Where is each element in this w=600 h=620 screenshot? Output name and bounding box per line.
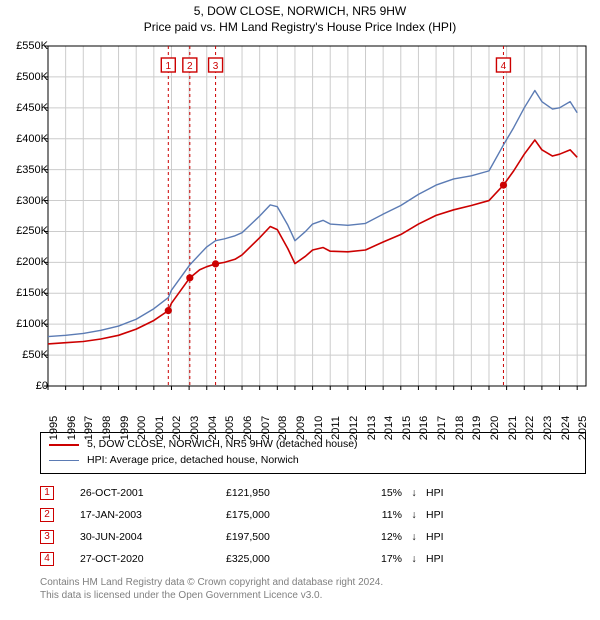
title-line1: 5, DOW CLOSE, NORWICH, NR5 9HW: [0, 4, 600, 18]
svg-text:3: 3: [213, 61, 219, 72]
sales-row: 4 27-OCT-2020 £325,000 17% ↓ HPI: [40, 548, 586, 570]
xtick-label: 1998: [101, 416, 113, 440]
sale-price: £175,000: [226, 509, 346, 521]
title-line2: Price paid vs. HM Land Registry's House …: [0, 20, 600, 34]
xtick-label: 2008: [277, 416, 289, 440]
xtick-label: 2017: [436, 416, 448, 440]
sale-pct: 12%: [352, 531, 402, 543]
ytick-labels: £0 £50K £100K £150K £200K £250K £300K £350K £400…: [0, 40, 48, 390]
ytick-label: £150K: [2, 287, 48, 299]
xtick-labels: 1995199619971998199920002001200220032004…: [0, 392, 598, 428]
attribution: Contains HM Land Registry data © Crown c…: [40, 576, 586, 603]
sale-direction-icon: ↓: [408, 509, 420, 521]
ytick-label: £550K: [2, 40, 48, 52]
sale-price: £325,000: [226, 553, 346, 565]
xtick-label: 2013: [366, 416, 378, 440]
xtick-label: 2007: [260, 416, 272, 440]
sale-vs: HPI: [426, 553, 456, 565]
sale-vs: HPI: [426, 509, 456, 521]
ytick-label: £450K: [2, 102, 48, 114]
sale-vs: HPI: [426, 531, 456, 543]
chart-container: 5, DOW CLOSE, NORWICH, NR5 9HW Price pai…: [0, 0, 600, 620]
xtick-label: 2020: [489, 416, 501, 440]
xtick-label: 2009: [295, 416, 307, 440]
xtick-label: 2015: [401, 416, 413, 440]
ytick-label: £50K: [2, 349, 48, 361]
sale-marker-box: 3: [40, 530, 54, 544]
ytick-label: £0: [2, 380, 48, 392]
sales-table: 1 26-OCT-2001 £121,950 15% ↓ HPI 2 17-JAN-2003 £…: [40, 482, 586, 570]
xtick-label: 2004: [207, 416, 219, 440]
ytick-label: £300K: [2, 195, 48, 207]
xtick-label: 1997: [83, 416, 95, 440]
xtick-label: 2000: [136, 416, 148, 440]
ytick-label: £200K: [2, 256, 48, 268]
xtick-label: 2014: [383, 416, 395, 440]
sale-direction-icon: ↓: [408, 531, 420, 543]
xtick-label: 2019: [471, 416, 483, 440]
legend-swatch-1: [49, 444, 79, 446]
legend-label-2: HPI: Average price, detached house, Norw…: [87, 453, 299, 469]
sale-direction-icon: ↓: [408, 553, 420, 565]
xtick-label: 2023: [542, 416, 554, 440]
chart-svg: 1 2 3 4: [0, 40, 598, 390]
svg-text:4: 4: [501, 61, 507, 72]
svg-text:1: 1: [166, 61, 172, 72]
xtick-label: 2016: [418, 416, 430, 440]
xtick-label: 1999: [119, 416, 131, 440]
xtick-label: 2018: [454, 416, 466, 440]
xtick-label: 2005: [224, 416, 236, 440]
sale-marker-box: 4: [40, 552, 54, 566]
xtick-label: 1996: [66, 416, 78, 440]
xtick-label: 2024: [560, 416, 572, 440]
title-block: 5, DOW CLOSE, NORWICH, NR5 9HW Price pai…: [0, 0, 600, 34]
ytick-label: £100K: [2, 318, 48, 330]
xtick-label: 2021: [507, 416, 519, 440]
xtick-label: 2002: [171, 416, 183, 440]
xtick-label: 2003: [189, 416, 201, 440]
ytick-label: £500K: [2, 71, 48, 83]
sale-direction-icon: ↓: [408, 487, 420, 499]
xtick-label: 2025: [577, 416, 589, 440]
attribution-line1: Contains HM Land Registry data © Crown c…: [40, 576, 586, 590]
sales-row: 3 30-JUN-2004 £197,500 12% ↓ HPI: [40, 526, 586, 548]
xtick-label: 2012: [348, 416, 360, 440]
sale-date: 27-OCT-2020: [60, 553, 220, 565]
xtick-label: 2011: [330, 416, 342, 440]
xtick-label: 2001: [154, 416, 166, 440]
sale-pct: 11%: [352, 509, 402, 521]
sale-pct: 15%: [352, 487, 402, 499]
ytick-label: £400K: [2, 133, 48, 145]
sale-pct: 17%: [352, 553, 402, 565]
xtick-label: 2010: [313, 416, 325, 440]
chart-area: 1 2 3 4 £0 £50K £100K £150K £200K £250K £300K £350…: [0, 40, 598, 426]
sales-row: 2 17-JAN-2003 £175,000 11% ↓ HPI: [40, 504, 586, 526]
xtick-label: 1995: [48, 416, 60, 440]
ytick-label: £350K: [2, 164, 48, 176]
sale-vs: HPI: [426, 487, 456, 499]
legend-row-2: HPI: Average price, detached house, Norw…: [49, 453, 577, 469]
sale-date: 17-JAN-2003: [60, 509, 220, 521]
xtick-label: 2022: [524, 416, 536, 440]
sale-price: £197,500: [226, 531, 346, 543]
ytick-label: £250K: [2, 225, 48, 237]
attribution-line2: This data is licensed under the Open Gov…: [40, 589, 586, 603]
xtick-label: 2006: [242, 416, 254, 440]
sale-price: £121,950: [226, 487, 346, 499]
sale-date: 30-JUN-2004: [60, 531, 220, 543]
sale-marker-box: 2: [40, 508, 54, 522]
sale-date: 26-OCT-2001: [60, 487, 220, 499]
svg-text:2: 2: [187, 61, 193, 72]
sales-row: 1 26-OCT-2001 £121,950 15% ↓ HPI: [40, 482, 586, 504]
legend-swatch-2: [49, 460, 79, 461]
sale-marker-box: 1: [40, 486, 54, 500]
